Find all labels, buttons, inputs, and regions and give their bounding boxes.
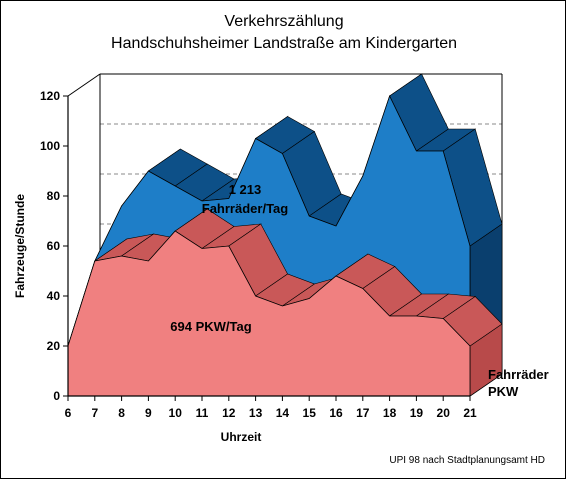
x-tick-label-21: 21 (463, 406, 477, 420)
y-tick-label-40: 40 (47, 289, 61, 303)
y-axis-label: Fahrzeuge/Stunde (13, 194, 27, 298)
x-tick-label-6: 6 (65, 406, 72, 420)
chart-title-line2: Handschuhsheimer Landstraße am Kindergar… (111, 35, 457, 52)
x-tick-label-8: 8 (118, 406, 125, 420)
source-note: UPI 98 nach Stadtplanungsamt HD (389, 455, 545, 466)
x-tick-label-15: 15 (303, 406, 317, 420)
x-tick-label-20: 20 (437, 406, 451, 420)
x-tick-label-18: 18 (383, 406, 397, 420)
y-tick-labels: 0 20 40 60 80 100 120 (40, 89, 68, 403)
x-tick-label-16: 16 (329, 406, 343, 420)
x-tick-label-19: 19 (410, 406, 424, 420)
x-tick-label-9: 9 (145, 406, 152, 420)
pkw-area (67, 230, 471, 397)
x-tick-label-17: 17 (356, 406, 370, 420)
x-tick-labels: 6 7 8 9 10 11 12 13 14 15 16 17 18 19 20 21 (65, 396, 477, 420)
y-tick-label-100: 100 (40, 139, 60, 153)
y-tick-label-60: 60 (47, 239, 61, 253)
left-wall-top-edge (67, 73, 101, 97)
chart-title-line1: Verkehrszählung (224, 13, 343, 30)
y-tick-label-80: 80 (47, 189, 61, 203)
x-tick-label-12: 12 (222, 406, 236, 420)
pkw-total-label: 694 PKW/Tag (170, 319, 251, 334)
x-tick-label-10: 10 (169, 406, 183, 420)
x-tick-label-14: 14 (276, 406, 290, 420)
bike-total-label: Fahrräder/Tag (202, 201, 289, 216)
y-tick-label-20: 20 (47, 339, 61, 353)
x-axis-label: Uhrzeit (221, 430, 262, 444)
x-tick-label-13: 13 (249, 406, 263, 420)
legend-fahrraeder: Fahrräder (488, 367, 549, 382)
y-tick-label-120: 120 (40, 89, 60, 103)
x-tick-label-11: 11 (196, 406, 209, 420)
pkw-series (67, 208, 503, 397)
x-tick-label-7: 7 (91, 406, 98, 420)
bike-total-number: 1 213 (229, 182, 262, 197)
y-tick-label-0: 0 (53, 389, 60, 403)
legend-pkw: PKW (488, 384, 519, 399)
